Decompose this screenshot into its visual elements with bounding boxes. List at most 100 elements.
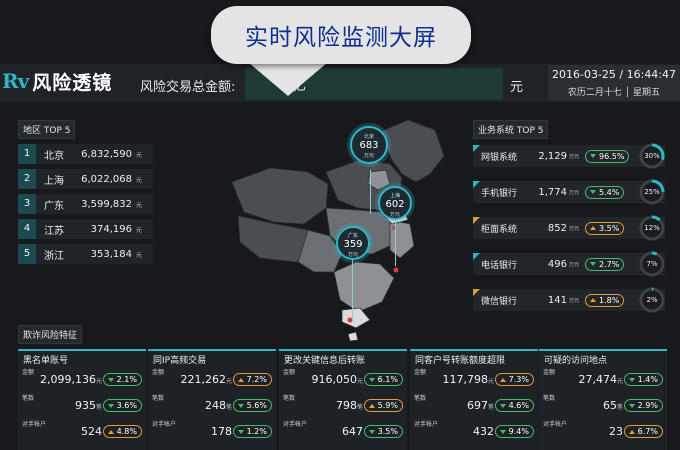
change-value: 5.6%	[246, 401, 267, 410]
share-ring	[639, 179, 665, 205]
row-corner-mark	[473, 181, 480, 188]
feature-card[interactable]: 同IP高频交易 金额 221,262元 7.2% 笔数 248笔 5.6% 对手帐户 178 1.…	[148, 349, 276, 450]
metric-unit: 元	[356, 378, 363, 385]
system-unit: 万元	[569, 261, 580, 268]
total-unit-yuan: 元	[510, 80, 524, 95]
china-map[interactable]	[230, 112, 460, 342]
region-row[interactable]: 2 上海 6,022,068 元	[18, 169, 153, 189]
feature-metric-row: 笔数 248笔 5.6%	[148, 391, 276, 417]
region-rank: 5	[18, 244, 36, 264]
change-pill: 3.5%	[363, 425, 403, 438]
system-value: 141	[547, 294, 567, 306]
datetime-box: 2016-03-25 / 16:44:47 农历二月十七 │ 星期五	[548, 65, 680, 101]
region-row[interactable]: 5 浙江 353,184 元	[18, 244, 153, 264]
system-name: 柜面系统	[481, 224, 518, 235]
feature-metric-row: 笔数 935笔 3.6%	[18, 391, 146, 417]
change-value: 6.1%	[377, 375, 398, 384]
region-row[interactable]: 1 北京 6,832,590 元	[18, 144, 153, 164]
share-ring	[639, 287, 665, 313]
metric-value: 935笔	[74, 399, 102, 412]
system-value: 496	[547, 258, 567, 270]
total-amount-label: 风险交易总金额:	[140, 80, 236, 95]
map-marker-zhejiang	[393, 267, 399, 273]
metric-label: 金额	[414, 369, 427, 376]
system-value: 1,774	[538, 186, 567, 198]
feature-metric-row: 金额 221,262元 7.2%	[148, 365, 276, 391]
system-row[interactable]: 手机银行 1,774 万元 5.4% 25%	[473, 179, 665, 205]
map-bubble-guangdong[interactable]: 广东 359 万元	[336, 226, 370, 260]
metric-label: 金额	[22, 369, 35, 376]
metric-value: 27,474元	[578, 373, 623, 386]
feature-card[interactable]: 更改关键信息后转账 金额 916,050元 6.1% 笔数 798笔 5.9% 对手帐户 647…	[279, 349, 407, 450]
feature-card[interactable]: 黑名单账号 金额 2,099,136元 2.1% 笔数 935笔 3.6% 对手帐户 524 4.…	[18, 349, 146, 450]
row-corner-mark	[473, 145, 480, 152]
arrow-down-icon	[107, 377, 114, 382]
feature-metric-row: 对手帐户 178 1.2%	[148, 417, 276, 443]
feature-card[interactable]: 可疑的访问地点 金额 27,474元 1.4% 笔数 65笔 2.9% 对手帐户 23 6.7%	[539, 349, 667, 450]
feature-card-title: 黑名单账号	[23, 356, 69, 366]
bubble-value: 683	[359, 140, 379, 151]
metric-value: 798笔	[335, 399, 363, 412]
region-list: 1 北京 6,832,590 元 2 上海 6,022,068 元 3 广东 3…	[18, 144, 153, 269]
region-name: 上海	[44, 175, 64, 187]
metric-value: 178	[211, 425, 232, 438]
datetime: 2016-03-25 / 16:44:47	[551, 68, 677, 81]
change-value: 7.2%	[246, 375, 267, 384]
map-bubble-beijing[interactable]: 北京 683 万元	[350, 126, 388, 164]
change-value: 3.5%	[377, 427, 398, 436]
change-pill: 1.8%	[585, 293, 625, 307]
map-bubble-stem	[370, 170, 371, 214]
arrow-up-icon	[368, 403, 375, 408]
change-pill: 7.2%	[232, 373, 272, 386]
region-row[interactable]: 3 广东 3,599,832 元	[18, 194, 153, 214]
metric-label: 对手帐户	[22, 421, 47, 428]
change-value: 5.9%	[377, 401, 398, 410]
system-row[interactable]: 网银系统 2,129 万元 96.5% 30%	[473, 143, 665, 169]
change-pill: 2.1%	[102, 373, 142, 386]
share-ring-label: 2%	[646, 296, 658, 304]
metric-unit: 笔	[616, 404, 623, 411]
metric-label: 对手帐户	[283, 421, 308, 428]
map-bubble-stem	[395, 218, 396, 266]
change-pill: 9.4%	[494, 425, 534, 438]
arrow-down-icon	[368, 377, 375, 382]
arrow-up-icon	[628, 429, 635, 434]
metric-unit: 元	[616, 378, 623, 385]
region-unit: 元	[136, 251, 143, 259]
system-name: 网银系统	[481, 152, 518, 163]
system-unit: 万元	[569, 153, 580, 160]
feature-metric-row: 笔数 697笔 4.6%	[410, 391, 538, 417]
system-row[interactable]: 柜面系统 852 万元 3.5% 12%	[473, 215, 665, 241]
region-row[interactable]: 4 江苏 374,196 元	[18, 219, 153, 239]
metric-label: 笔数	[283, 395, 296, 402]
change-pill: 3.5%	[585, 221, 625, 235]
arrow-down-icon	[107, 403, 114, 408]
arrow-down-icon	[368, 429, 375, 434]
bubble-value: 602	[385, 199, 405, 210]
metric-value: 916,050元	[311, 373, 363, 386]
metric-value: 697笔	[466, 399, 494, 412]
bubble-value: 359	[343, 239, 363, 250]
arrow-down-icon	[237, 429, 244, 434]
map-bubble-shanghai[interactable]: 上海 602 万元	[378, 186, 412, 220]
change-value: 2.9%	[637, 401, 658, 410]
feature-metric-row: 金额 2,099,136元 2.1%	[18, 365, 146, 391]
feature-card[interactable]: 同客户号转账额度超限 金额 117,798元 7.3% 笔数 697笔 4.6% 对手帐户 43…	[410, 349, 538, 450]
feature-metric-row: 金额 916,050元 6.1%	[279, 365, 407, 391]
system-unit: 万元	[569, 225, 580, 232]
change-value: 96.5%	[599, 151, 625, 161]
share-ring-arc	[639, 287, 665, 313]
region-name: 江苏	[44, 225, 64, 237]
app-name: 风险透镜	[32, 71, 113, 94]
system-row[interactable]: 电话银行 496 万元 2.7% 7%	[473, 251, 665, 277]
metric-label: 金额	[543, 369, 556, 376]
change-value: 1.2%	[246, 427, 267, 436]
metric-value: 117,798元	[442, 373, 494, 386]
system-name: 电话银行	[481, 260, 518, 271]
share-ring-label: 25%	[644, 188, 660, 196]
metric-unit: 笔	[487, 404, 494, 411]
system-row[interactable]: 微信银行 141 万元 1.8% 2%	[473, 287, 665, 313]
metric-label: 对手帐户	[152, 421, 177, 428]
arrow-down-icon	[499, 429, 506, 434]
arrow-up-icon	[590, 298, 596, 302]
